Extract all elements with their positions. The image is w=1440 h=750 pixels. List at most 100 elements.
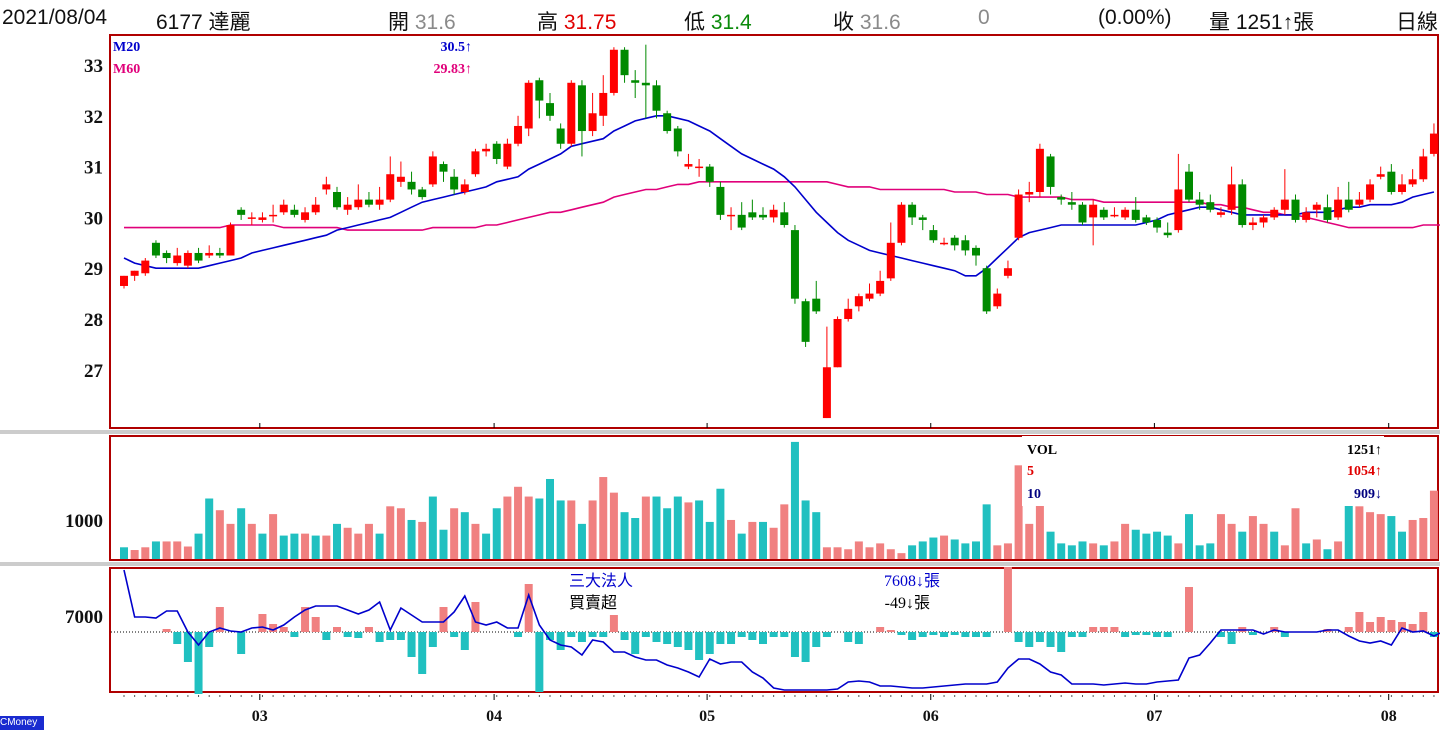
net-bar — [194, 632, 203, 694]
candle — [183, 250, 192, 269]
candle — [1323, 194, 1332, 223]
candle-body — [759, 214, 767, 218]
candle-body — [652, 85, 661, 111]
volume-bar — [354, 533, 363, 559]
candle — [812, 280, 821, 314]
net-bar — [1419, 612, 1428, 632]
net-bar — [333, 627, 341, 632]
legend-m60-value: 29.83↑ — [434, 62, 473, 77]
candle-body — [673, 128, 682, 152]
candle — [940, 237, 949, 246]
candle-body — [322, 184, 331, 190]
candle — [1366, 179, 1375, 203]
candle-body — [1046, 156, 1055, 187]
candle-body — [343, 204, 352, 210]
candle-body — [599, 92, 608, 116]
net-bar — [237, 632, 246, 654]
candle — [194, 247, 203, 264]
net-bar — [844, 632, 853, 642]
candle — [620, 47, 629, 83]
volume-bar — [1089, 543, 1098, 559]
candle — [737, 202, 746, 231]
candle — [407, 171, 416, 195]
volume-bar — [375, 533, 384, 559]
volume-label: 量 — [1209, 11, 1230, 34]
candle-body — [812, 298, 821, 312]
candle — [705, 164, 714, 187]
candle-body — [1216, 212, 1225, 215]
candle — [439, 161, 448, 182]
candle — [1078, 202, 1087, 226]
institutional-legend: 三大法人 7608↓張 買賣超 -49↓張 — [565, 569, 943, 615]
volume-bar — [386, 506, 395, 559]
candle — [727, 207, 736, 231]
candle-body — [1089, 204, 1098, 218]
legend-ma5-label: 5 — [1027, 464, 1034, 479]
net-bar — [269, 624, 278, 632]
candle-body — [1302, 212, 1311, 220]
close-price: 收 31.6 — [833, 6, 901, 36]
candle-body — [961, 240, 970, 251]
candle-body — [940, 242, 949, 245]
candle — [1153, 217, 1162, 233]
volume-bar — [301, 533, 310, 559]
candle — [918, 214, 927, 231]
candle-body — [301, 212, 310, 220]
candle-body — [1227, 184, 1236, 210]
volume-arrow-icon: ↑ — [1282, 11, 1294, 34]
candle-body — [886, 242, 895, 279]
candle — [269, 204, 278, 223]
net-bar — [386, 632, 395, 640]
candle — [492, 141, 501, 165]
volume-bar — [205, 498, 214, 559]
volume-bar — [1067, 545, 1076, 559]
candle-body — [162, 252, 171, 259]
candle — [1238, 179, 1247, 228]
candle — [1121, 207, 1130, 220]
candle-body — [428, 156, 437, 185]
candle-body — [418, 189, 427, 198]
candle — [141, 258, 150, 276]
candle-body — [471, 151, 480, 175]
volume-bar — [972, 541, 980, 559]
candle-body — [183, 252, 192, 266]
net-bar — [1355, 612, 1364, 632]
volume-bar — [333, 523, 341, 559]
candle-body — [514, 125, 523, 144]
volume-info: 量 1251↑張 — [1209, 6, 1314, 36]
candle — [205, 245, 214, 259]
volume-bar — [1270, 531, 1279, 559]
legend-inst-value: 7608↓張 — [884, 573, 940, 590]
volume-bar — [439, 529, 448, 559]
candle-body — [194, 252, 203, 261]
candle — [641, 44, 650, 119]
candle — [1174, 153, 1183, 233]
candle-body — [1312, 204, 1321, 210]
low-label: 低 — [684, 11, 705, 34]
candle — [1014, 189, 1023, 241]
legend-inst-label: 三大法人 — [569, 572, 633, 590]
candle-body — [1408, 179, 1417, 185]
volume-bar — [982, 504, 991, 559]
net-bar — [876, 627, 885, 632]
candle — [556, 123, 565, 149]
candle — [1185, 164, 1193, 203]
net-bar — [354, 632, 363, 638]
candle — [822, 326, 831, 419]
candle-body — [1195, 199, 1204, 205]
candle — [535, 77, 544, 119]
candle-body — [737, 214, 746, 228]
candle-body — [1291, 199, 1300, 220]
net-bar — [759, 632, 767, 644]
net-bar — [311, 617, 320, 632]
candle-body — [1248, 222, 1257, 226]
candle — [748, 199, 757, 220]
net-bar — [950, 632, 959, 635]
legend-ma10-label: 10 — [1027, 487, 1041, 502]
volume-unit: 張 — [1293, 11, 1315, 34]
volume-bar — [450, 508, 459, 559]
period-selector[interactable]: 日線 — [1396, 11, 1438, 34]
candle-body — [1419, 156, 1428, 180]
candle — [1429, 123, 1438, 157]
volume-bar — [482, 533, 491, 559]
